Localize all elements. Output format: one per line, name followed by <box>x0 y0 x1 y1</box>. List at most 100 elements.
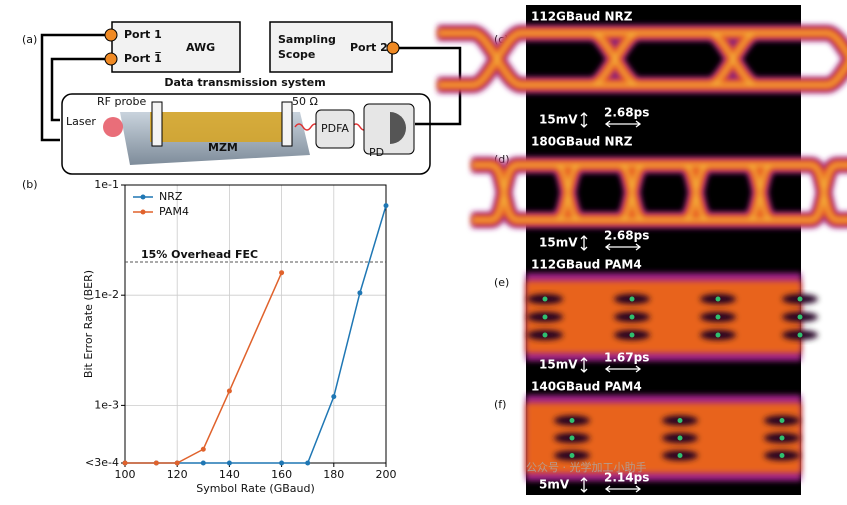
system-box <box>61 93 431 175</box>
eye-opening <box>569 435 575 441</box>
data-point <box>174 460 180 466</box>
eye-band <box>526 281 801 353</box>
data-point <box>200 446 206 452</box>
cable <box>40 33 105 142</box>
eye-opening <box>797 332 803 338</box>
eye-title: 112GBaud PAM4 <box>531 258 642 272</box>
y-tick-label: 1e-3 <box>94 398 119 411</box>
legend-label: NRZ <box>159 190 183 203</box>
data-point <box>226 388 232 394</box>
label: RF probe <box>97 95 146 108</box>
time-scale: 2.68ps <box>604 106 649 120</box>
eye-title: 112GBaud NRZ <box>531 10 633 24</box>
x-tick-label: 160 <box>271 468 292 481</box>
annotation: 15% Overhead FEC <box>141 248 258 261</box>
watermark: 公众号 · 光学加工小助手 <box>526 460 647 474</box>
time-arrow <box>604 365 642 373</box>
x-tick-label: 180 <box>323 468 344 481</box>
voltage-scale: 15mV <box>539 236 578 250</box>
pdfa-box <box>315 109 355 149</box>
time-arrow <box>604 120 642 128</box>
eye-opening <box>715 332 721 338</box>
label: 50 Ω <box>292 95 318 108</box>
time-scale: 1.67ps <box>604 351 649 365</box>
ber-chart: 100 120 140 160 180 200 <3e-4 1e-3 1e-2 1e-1 15% O… <box>82 178 397 495</box>
data-point <box>226 460 232 466</box>
x-tick-label: 120 <box>167 468 188 481</box>
eye-opening <box>779 435 785 441</box>
voltage-arrow <box>580 477 588 493</box>
eye-opening <box>779 453 785 458</box>
port-label: Port 1̅ <box>124 52 162 65</box>
eye-title: 140GBaud PAM4 <box>531 380 642 394</box>
data-point <box>357 290 363 296</box>
x-tick-label: 200 <box>376 468 397 481</box>
box-title: Sampling <box>278 33 336 46</box>
data-point <box>200 460 206 466</box>
eye-opening <box>715 296 721 302</box>
awg-box <box>111 21 241 73</box>
data-point <box>122 460 128 466</box>
time-arrow <box>604 243 642 251</box>
time-scale: 2.68ps <box>604 229 649 243</box>
eye-opening <box>569 453 575 458</box>
data-point <box>331 394 337 400</box>
setup-diagram: Port 1 Port 1̅ AWG Sampling Scope Port 2… <box>40 21 462 175</box>
port <box>386 41 400 55</box>
eye-opening <box>629 332 635 338</box>
voltage-arrow <box>580 357 588 373</box>
eye-opening <box>797 314 803 320</box>
probe <box>151 101 163 147</box>
eye-trace <box>472 163 847 222</box>
eye-title: 180GBaud NRZ <box>531 135 633 149</box>
system-title: Data transmission system <box>164 76 325 89</box>
eye-opening <box>677 418 683 423</box>
data-point <box>153 460 159 466</box>
eye-opening <box>629 296 635 302</box>
label: PDFA <box>321 122 349 135</box>
label: MZM <box>208 141 238 154</box>
eye-opening <box>715 314 721 320</box>
eye-opening <box>542 296 548 302</box>
voltage-scale: 5mV <box>539 478 570 492</box>
y-axis-label: Bit Error Rate (BER) <box>82 270 95 378</box>
x-tick-label: 140 <box>219 468 240 481</box>
time-scale: 2.14ps <box>604 471 649 485</box>
y-tick-label: 1e-2 <box>94 288 119 301</box>
voltage-arrow <box>580 112 588 128</box>
port-label: Port 1 <box>124 28 162 41</box>
legend-swatch <box>140 209 146 215</box>
laser-spot <box>103 117 123 137</box>
eye-opening <box>569 418 575 423</box>
eye-opening <box>797 296 803 302</box>
port <box>104 52 118 66</box>
voltage-scale: 15mV <box>539 358 578 372</box>
eye-opening <box>779 418 785 423</box>
voltage-arrow <box>580 235 588 251</box>
pd-box <box>363 103 415 155</box>
box-title: Scope <box>278 48 315 61</box>
pd-icon <box>390 112 406 144</box>
eye-background <box>526 5 801 130</box>
eye-opening <box>542 314 548 320</box>
eye-diagrams: 112GBaud NRZ 15mV 2.68ps 180GBaud NRZ 15mV 2.… <box>438 5 847 495</box>
x-tick-label: 100 <box>115 468 136 481</box>
data-point <box>305 460 311 466</box>
box-title: AWG <box>186 41 215 54</box>
waveguide <box>150 112 290 142</box>
time-arrow <box>604 485 642 493</box>
label: PD <box>369 146 384 159</box>
panel-label: (a) <box>22 33 37 46</box>
plot-frame <box>124 184 387 464</box>
eye-opening <box>542 332 548 338</box>
data-point <box>279 270 285 276</box>
eye-opening <box>677 435 683 441</box>
panel-label: (e) <box>494 276 509 289</box>
legend-swatch <box>140 194 146 200</box>
data-point <box>383 203 389 209</box>
port-label: Port 2 <box>350 41 388 54</box>
y-tick-label: <3e-4 <box>85 456 119 469</box>
label: Laser <box>66 115 96 128</box>
port <box>104 28 118 42</box>
